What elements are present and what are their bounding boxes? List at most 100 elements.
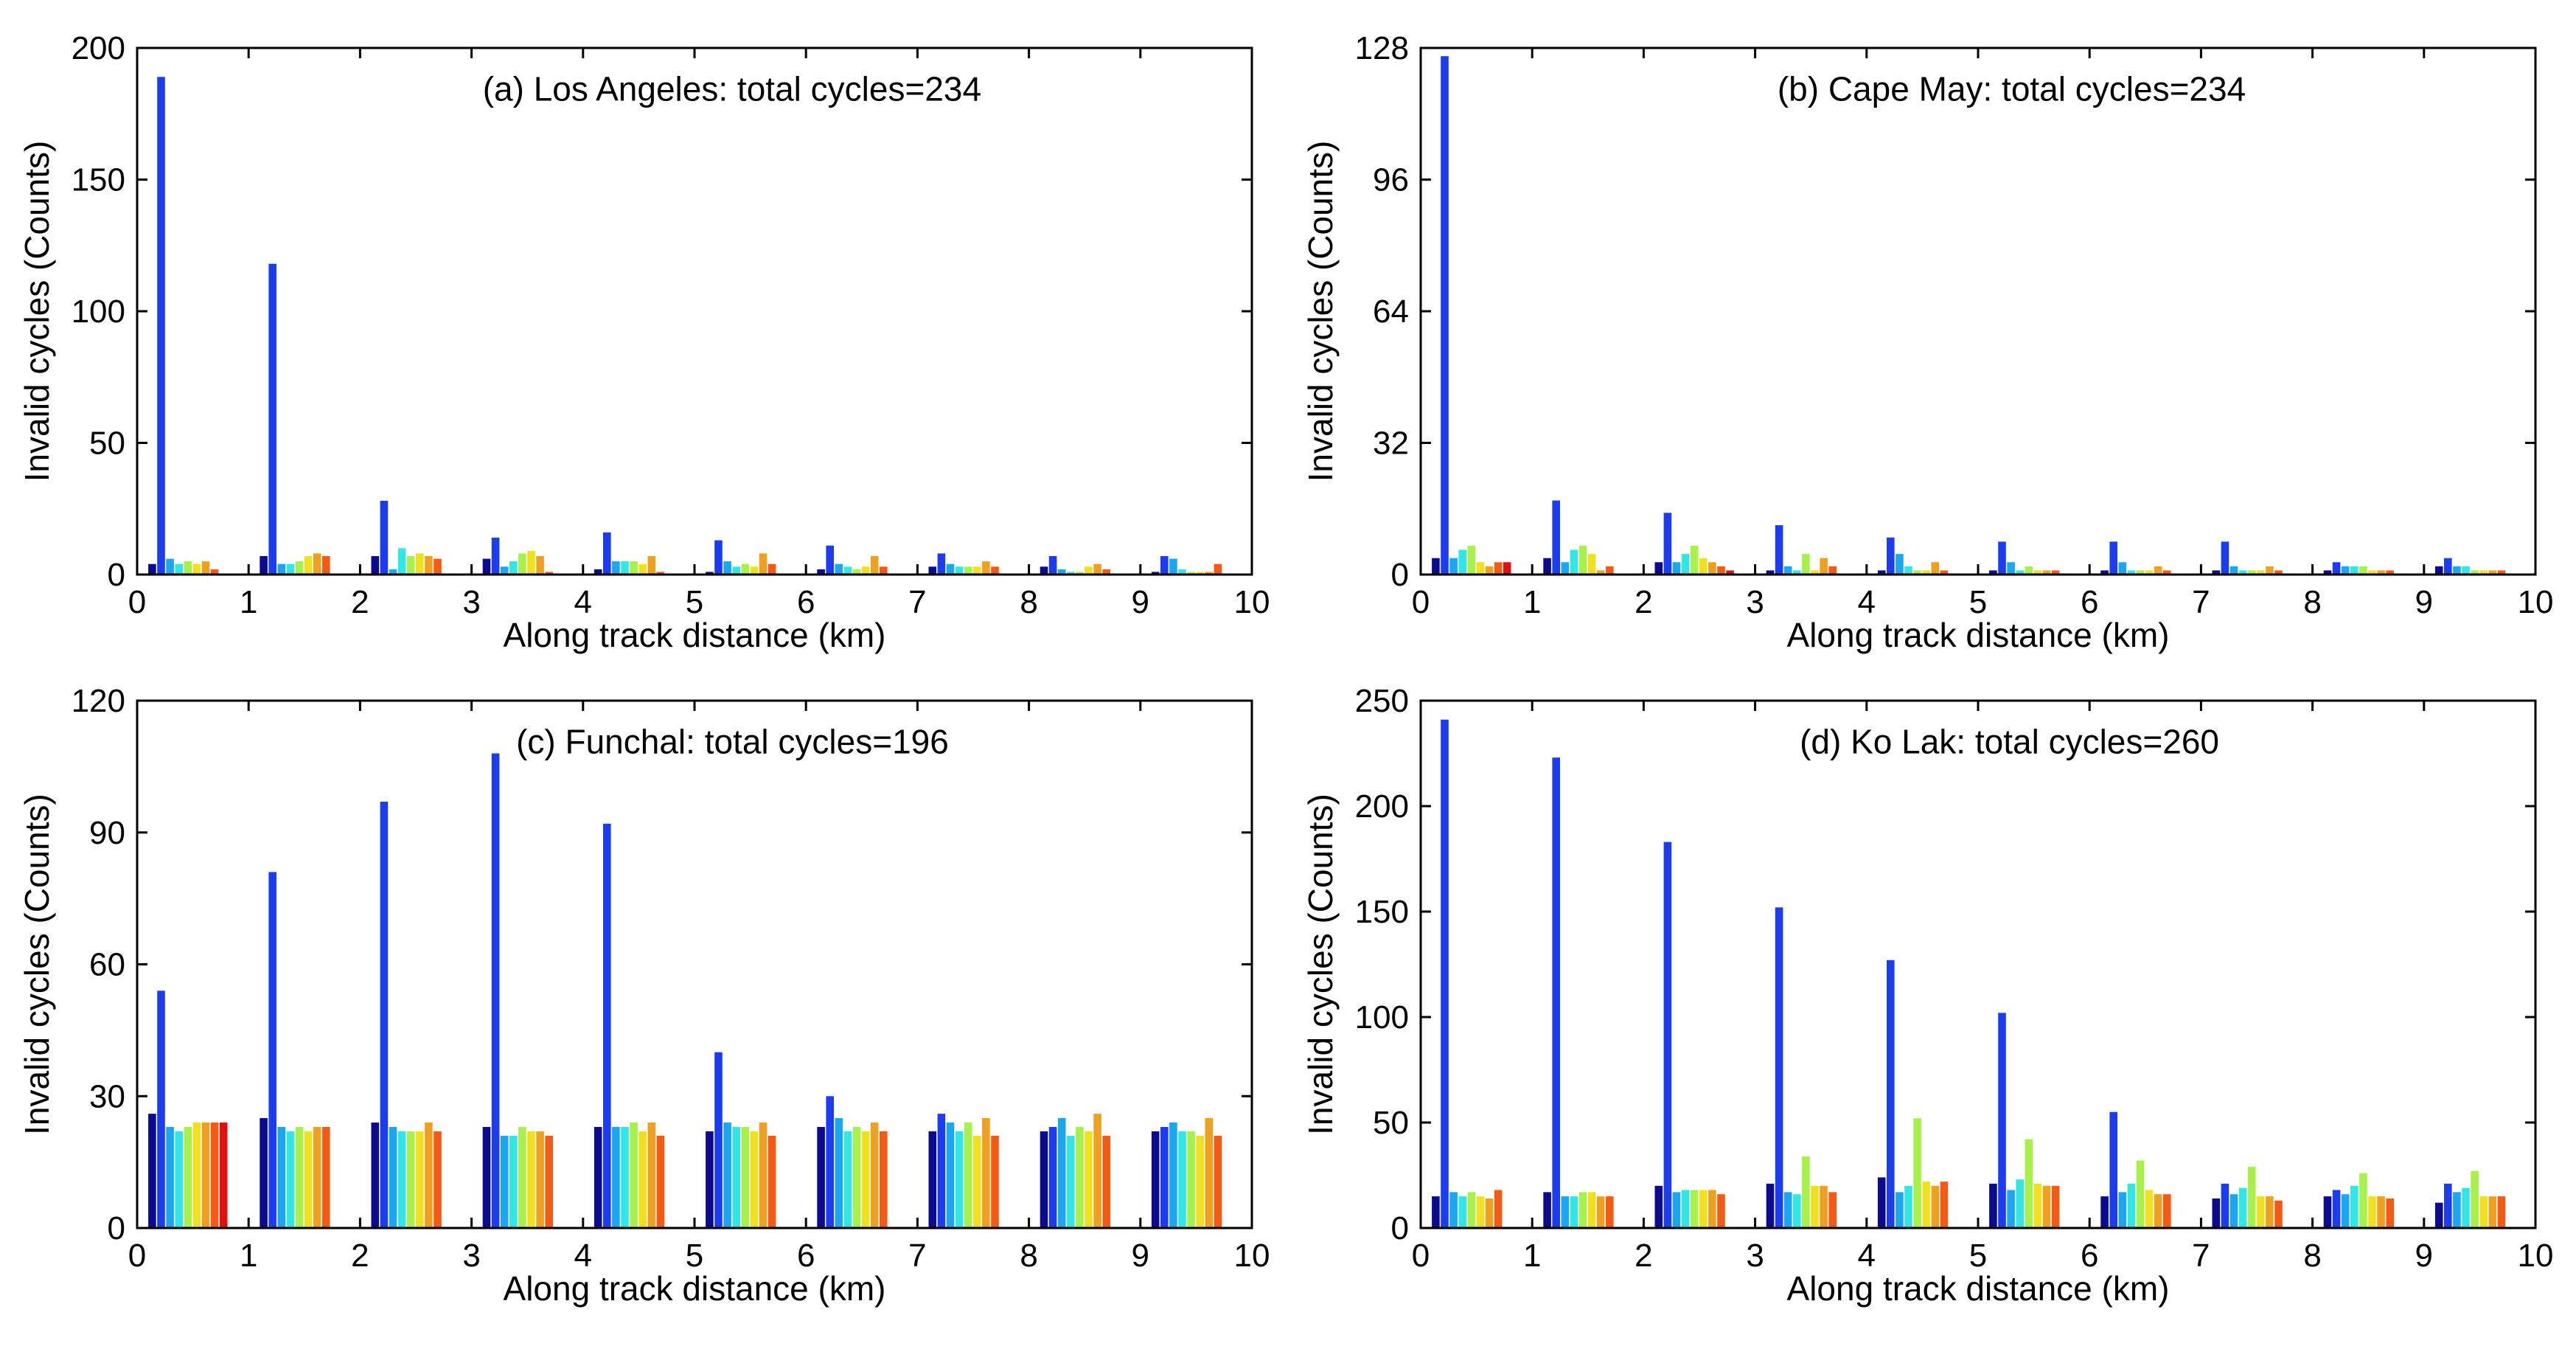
bar-4-7 bbox=[536, 1131, 544, 1228]
bar-3-4 bbox=[1681, 554, 1690, 575]
bar-3-1 bbox=[371, 1123, 380, 1228]
bar-6-5 bbox=[2025, 566, 2033, 575]
bar-3-4 bbox=[397, 548, 406, 575]
bar-8-3 bbox=[946, 1123, 955, 1228]
bar-8-6 bbox=[2257, 570, 2265, 575]
x-tick-label: 2 bbox=[351, 1238, 369, 1274]
bar-2-7 bbox=[313, 1127, 321, 1228]
bar-4-4 bbox=[1793, 1194, 1801, 1228]
bar-8-5 bbox=[2247, 570, 2256, 575]
x-tick-label: 1 bbox=[1523, 1238, 1541, 1274]
bar-7-2 bbox=[2109, 1111, 2117, 1228]
bar-10-7 bbox=[2488, 570, 2497, 575]
panel-title: (c) Funchal: total cycles=196 bbox=[516, 723, 949, 761]
bar-3-7 bbox=[425, 556, 433, 575]
bar-10-7 bbox=[1205, 1118, 1214, 1228]
bar-7-5 bbox=[2136, 1160, 2145, 1228]
bar-5-4 bbox=[1904, 566, 1912, 575]
x-tick-label: 7 bbox=[2192, 1238, 2210, 1274]
plot-frame bbox=[136, 46, 1253, 576]
x-tick-label: 9 bbox=[1132, 1238, 1149, 1274]
y-axis-label: Invalid cycles (Counts) bbox=[18, 141, 56, 482]
y-tick-label: 96 bbox=[1373, 162, 1409, 198]
bar-2-5 bbox=[295, 1127, 304, 1228]
bar-8-4 bbox=[955, 1131, 964, 1228]
bar-8-8 bbox=[2274, 1200, 2283, 1228]
bar-2-6 bbox=[304, 556, 313, 575]
bar-9-8 bbox=[2386, 570, 2394, 575]
bar-10-6 bbox=[2479, 1196, 2488, 1228]
bar-9-4 bbox=[1067, 1135, 1075, 1228]
bar-8-2 bbox=[937, 553, 946, 575]
bar-10-8 bbox=[2497, 1196, 2506, 1228]
x-tick-label: 4 bbox=[1858, 1238, 1876, 1274]
x-tick-label: 6 bbox=[797, 1238, 815, 1274]
y-tick-label: 150 bbox=[1355, 894, 1409, 930]
bar-10-1 bbox=[1151, 572, 1160, 575]
bar-4-2 bbox=[1775, 525, 1783, 575]
bar-4-1 bbox=[1766, 570, 1775, 575]
bar-4-8 bbox=[545, 1135, 553, 1228]
bar-1-5 bbox=[184, 561, 192, 575]
bar-1-6 bbox=[1476, 1196, 1485, 1228]
bar-3-7 bbox=[1708, 1190, 1716, 1228]
bar-2-8 bbox=[1606, 1196, 1614, 1228]
axis-ticks: 0 1 2 3 4 5 6 7 8 9 10 0 30 60 90 120 bbox=[72, 683, 1270, 1274]
bar-5-1 bbox=[1877, 1177, 1886, 1228]
y-tick-label: 32 bbox=[1373, 426, 1409, 462]
bar-6-2 bbox=[714, 1052, 723, 1228]
bar-7-3 bbox=[835, 1118, 843, 1228]
bar-6-4 bbox=[2016, 570, 2024, 575]
bar-5-8 bbox=[1940, 570, 1949, 575]
x-tick-label: 10 bbox=[1234, 1238, 1270, 1274]
bar-4-5 bbox=[518, 1127, 526, 1228]
bar-3-4 bbox=[1681, 1190, 1690, 1228]
bar-5-5 bbox=[1913, 1118, 1921, 1228]
bar-9-1 bbox=[2323, 570, 2332, 575]
bar-6-8 bbox=[2051, 570, 2060, 575]
bar-7-3 bbox=[835, 563, 843, 575]
bar-8-1 bbox=[928, 566, 937, 575]
bar-8-3 bbox=[2229, 566, 2238, 575]
bar-1-7 bbox=[201, 1123, 210, 1228]
bar-3-1 bbox=[1654, 562, 1663, 575]
bar-1-7 bbox=[1485, 1198, 1494, 1228]
bar-4-4 bbox=[509, 1135, 518, 1228]
bar-8-2 bbox=[2221, 1183, 2229, 1228]
bar-6-5 bbox=[741, 563, 750, 575]
bar-9-5 bbox=[1076, 572, 1084, 575]
bar-5-7 bbox=[647, 556, 656, 575]
bar-9-3 bbox=[1057, 1118, 1066, 1228]
bar-2-8 bbox=[1606, 566, 1614, 575]
bar-1-2 bbox=[157, 77, 165, 575]
bar-4-2 bbox=[491, 538, 500, 575]
bar-2-1 bbox=[1543, 558, 1551, 575]
bar-1-2 bbox=[157, 991, 165, 1229]
bar-1-8 bbox=[210, 1123, 219, 1228]
y-tick-label: 60 bbox=[89, 947, 125, 983]
x-axis-label: Along track distance (km) bbox=[504, 1269, 886, 1308]
bar-7-5 bbox=[852, 1127, 861, 1228]
bar-7-2 bbox=[826, 545, 834, 575]
bar-4-1 bbox=[482, 1127, 491, 1228]
bar-6-2 bbox=[714, 540, 723, 575]
bar-8-6 bbox=[973, 566, 981, 575]
bar-5-7 bbox=[1931, 1185, 1940, 1228]
bar-10-3 bbox=[2453, 566, 2461, 575]
bar-10-2 bbox=[2444, 558, 2452, 575]
bar-5-7 bbox=[647, 1123, 656, 1228]
y-axis-label: Invalid cycles (Counts) bbox=[18, 794, 56, 1135]
bar-6-2 bbox=[1998, 1013, 2006, 1228]
bar-3-4 bbox=[397, 1131, 406, 1228]
bar-1-3 bbox=[166, 1127, 174, 1228]
bar-group bbox=[148, 753, 1222, 1229]
bar-10-6 bbox=[1196, 1135, 1204, 1228]
bar-group bbox=[1432, 56, 2506, 575]
bar-7-6 bbox=[861, 566, 870, 575]
y-tick-label: 150 bbox=[72, 162, 125, 198]
bar-9-5 bbox=[1076, 1127, 1084, 1228]
bar-8-2 bbox=[2221, 541, 2229, 575]
